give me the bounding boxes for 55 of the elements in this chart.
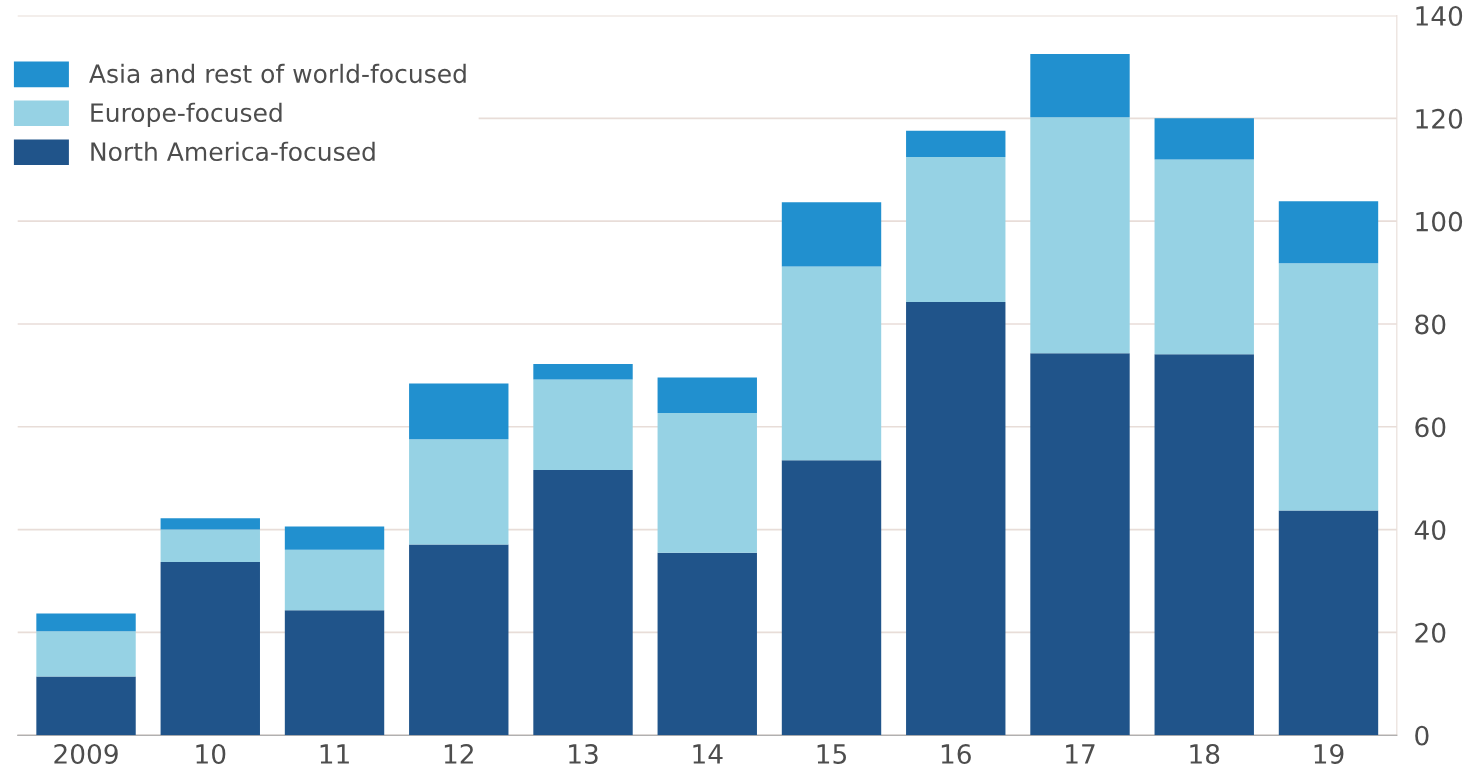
x-tick-label: 2009	[54, 744, 118, 764]
bar	[284, 549, 385, 611]
y-tick-label: 120	[1416, 108, 1463, 129]
bar	[781, 266, 882, 461]
bar	[284, 610, 385, 736]
x-tick-label: 12	[444, 744, 473, 764]
bar	[657, 412, 757, 553]
x-tick-label: 18	[1190, 744, 1220, 764]
bar	[1030, 117, 1130, 354]
bar	[1154, 159, 1254, 355]
x-tick-label: 11	[320, 744, 349, 764]
y-tick-label: 0	[1415, 725, 1429, 746]
x-tick-label: 16	[941, 744, 971, 764]
bar	[284, 526, 385, 550]
x-tick-label: 17	[1066, 744, 1095, 764]
bar	[1154, 354, 1254, 736]
bar	[1278, 201, 1379, 264]
bar	[781, 460, 882, 736]
bar	[533, 469, 633, 736]
legend-label: Asia and rest of world-focused	[89, 63, 466, 84]
bar	[657, 552, 757, 736]
bar	[409, 544, 509, 736]
bar	[1278, 510, 1379, 736]
bar	[160, 529, 260, 562]
bar	[533, 379, 633, 470]
bar	[36, 676, 136, 736]
bar	[409, 383, 509, 440]
bar	[1030, 353, 1130, 736]
y-tick-label: 100	[1416, 211, 1463, 232]
x-tick-label: 15	[817, 744, 846, 764]
bar	[160, 518, 260, 530]
bar	[409, 439, 509, 545]
bar	[36, 631, 136, 677]
bar	[1030, 54, 1130, 118]
bar	[1154, 118, 1254, 160]
bar	[906, 130, 1006, 157]
bar	[1278, 263, 1379, 511]
y-tick-label: 40	[1414, 520, 1446, 540]
bar	[781, 202, 882, 267]
y-tick-label: 80	[1415, 314, 1446, 335]
bar	[906, 156, 1006, 302]
x-tick-label: 14	[693, 744, 723, 764]
bar	[36, 613, 136, 632]
x-tick-label: 13	[569, 744, 598, 764]
bar	[657, 377, 757, 413]
bar	[533, 364, 633, 380]
bar	[160, 561, 260, 736]
x-tick-label: 10	[196, 744, 226, 764]
y-tick-label: 20	[1415, 622, 1446, 643]
bar	[906, 301, 1006, 736]
legend-label: North America-focused	[91, 141, 375, 162]
x-tick-label: 19	[1314, 744, 1344, 764]
y-tick-label: 60	[1415, 417, 1446, 438]
y-tick-label: 140	[1416, 6, 1463, 26]
legend-label: Europe-focused	[91, 102, 282, 127]
